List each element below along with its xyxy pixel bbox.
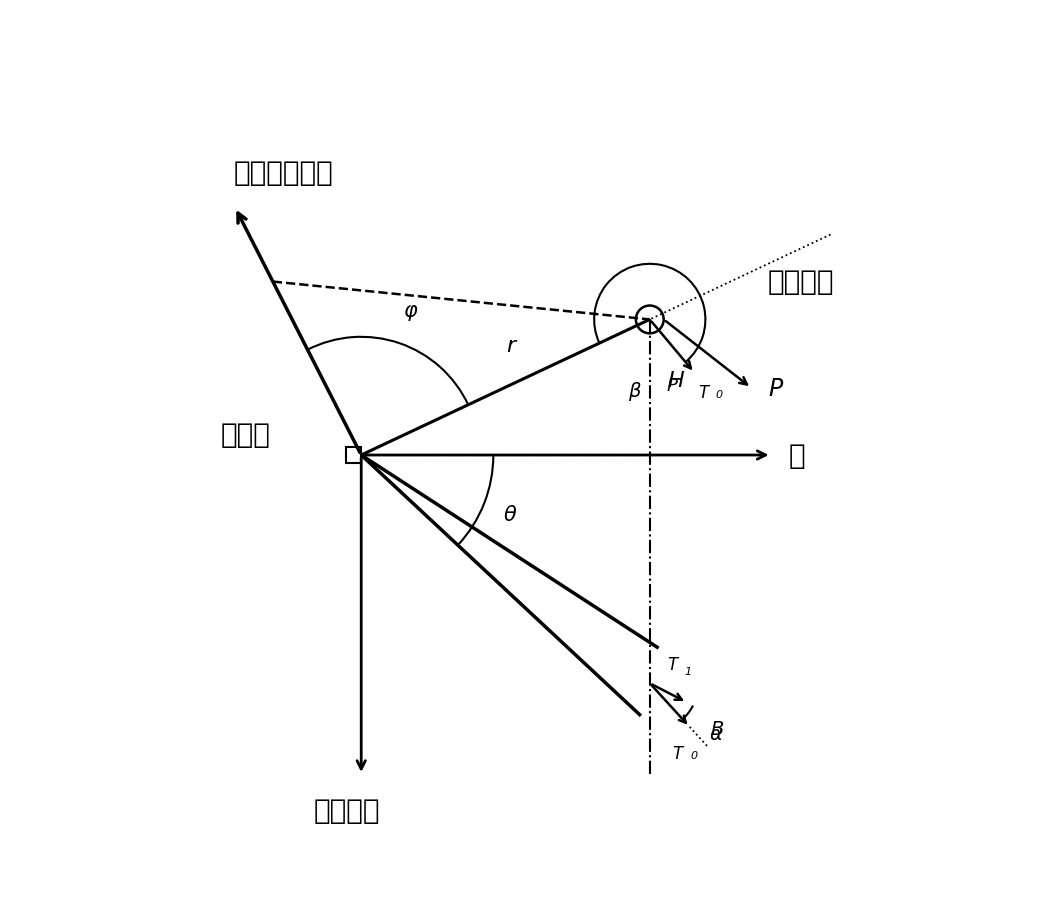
Text: β: β xyxy=(627,382,640,400)
Text: θ: θ xyxy=(503,504,517,524)
Text: α: α xyxy=(710,724,722,743)
Text: r: r xyxy=(506,336,516,355)
Text: B: B xyxy=(710,719,723,738)
Text: 传感器: 传感器 xyxy=(221,420,270,448)
Text: 东: 东 xyxy=(789,441,806,470)
Text: 1: 1 xyxy=(685,667,692,676)
Text: 0: 0 xyxy=(691,750,698,760)
Text: P: P xyxy=(666,377,678,395)
Text: 0: 0 xyxy=(715,390,722,400)
Text: H: H xyxy=(667,371,684,391)
Bar xyxy=(346,448,361,463)
Text: φ: φ xyxy=(404,301,418,321)
Text: P: P xyxy=(768,376,783,400)
Text: T: T xyxy=(667,655,678,673)
Text: T: T xyxy=(672,744,683,762)
Text: 深度方向: 深度方向 xyxy=(314,796,381,824)
Text: 磁性目标: 磁性目标 xyxy=(768,268,834,296)
Text: 地磁北极方向: 地磁北极方向 xyxy=(234,159,333,187)
Text: T: T xyxy=(698,383,708,401)
